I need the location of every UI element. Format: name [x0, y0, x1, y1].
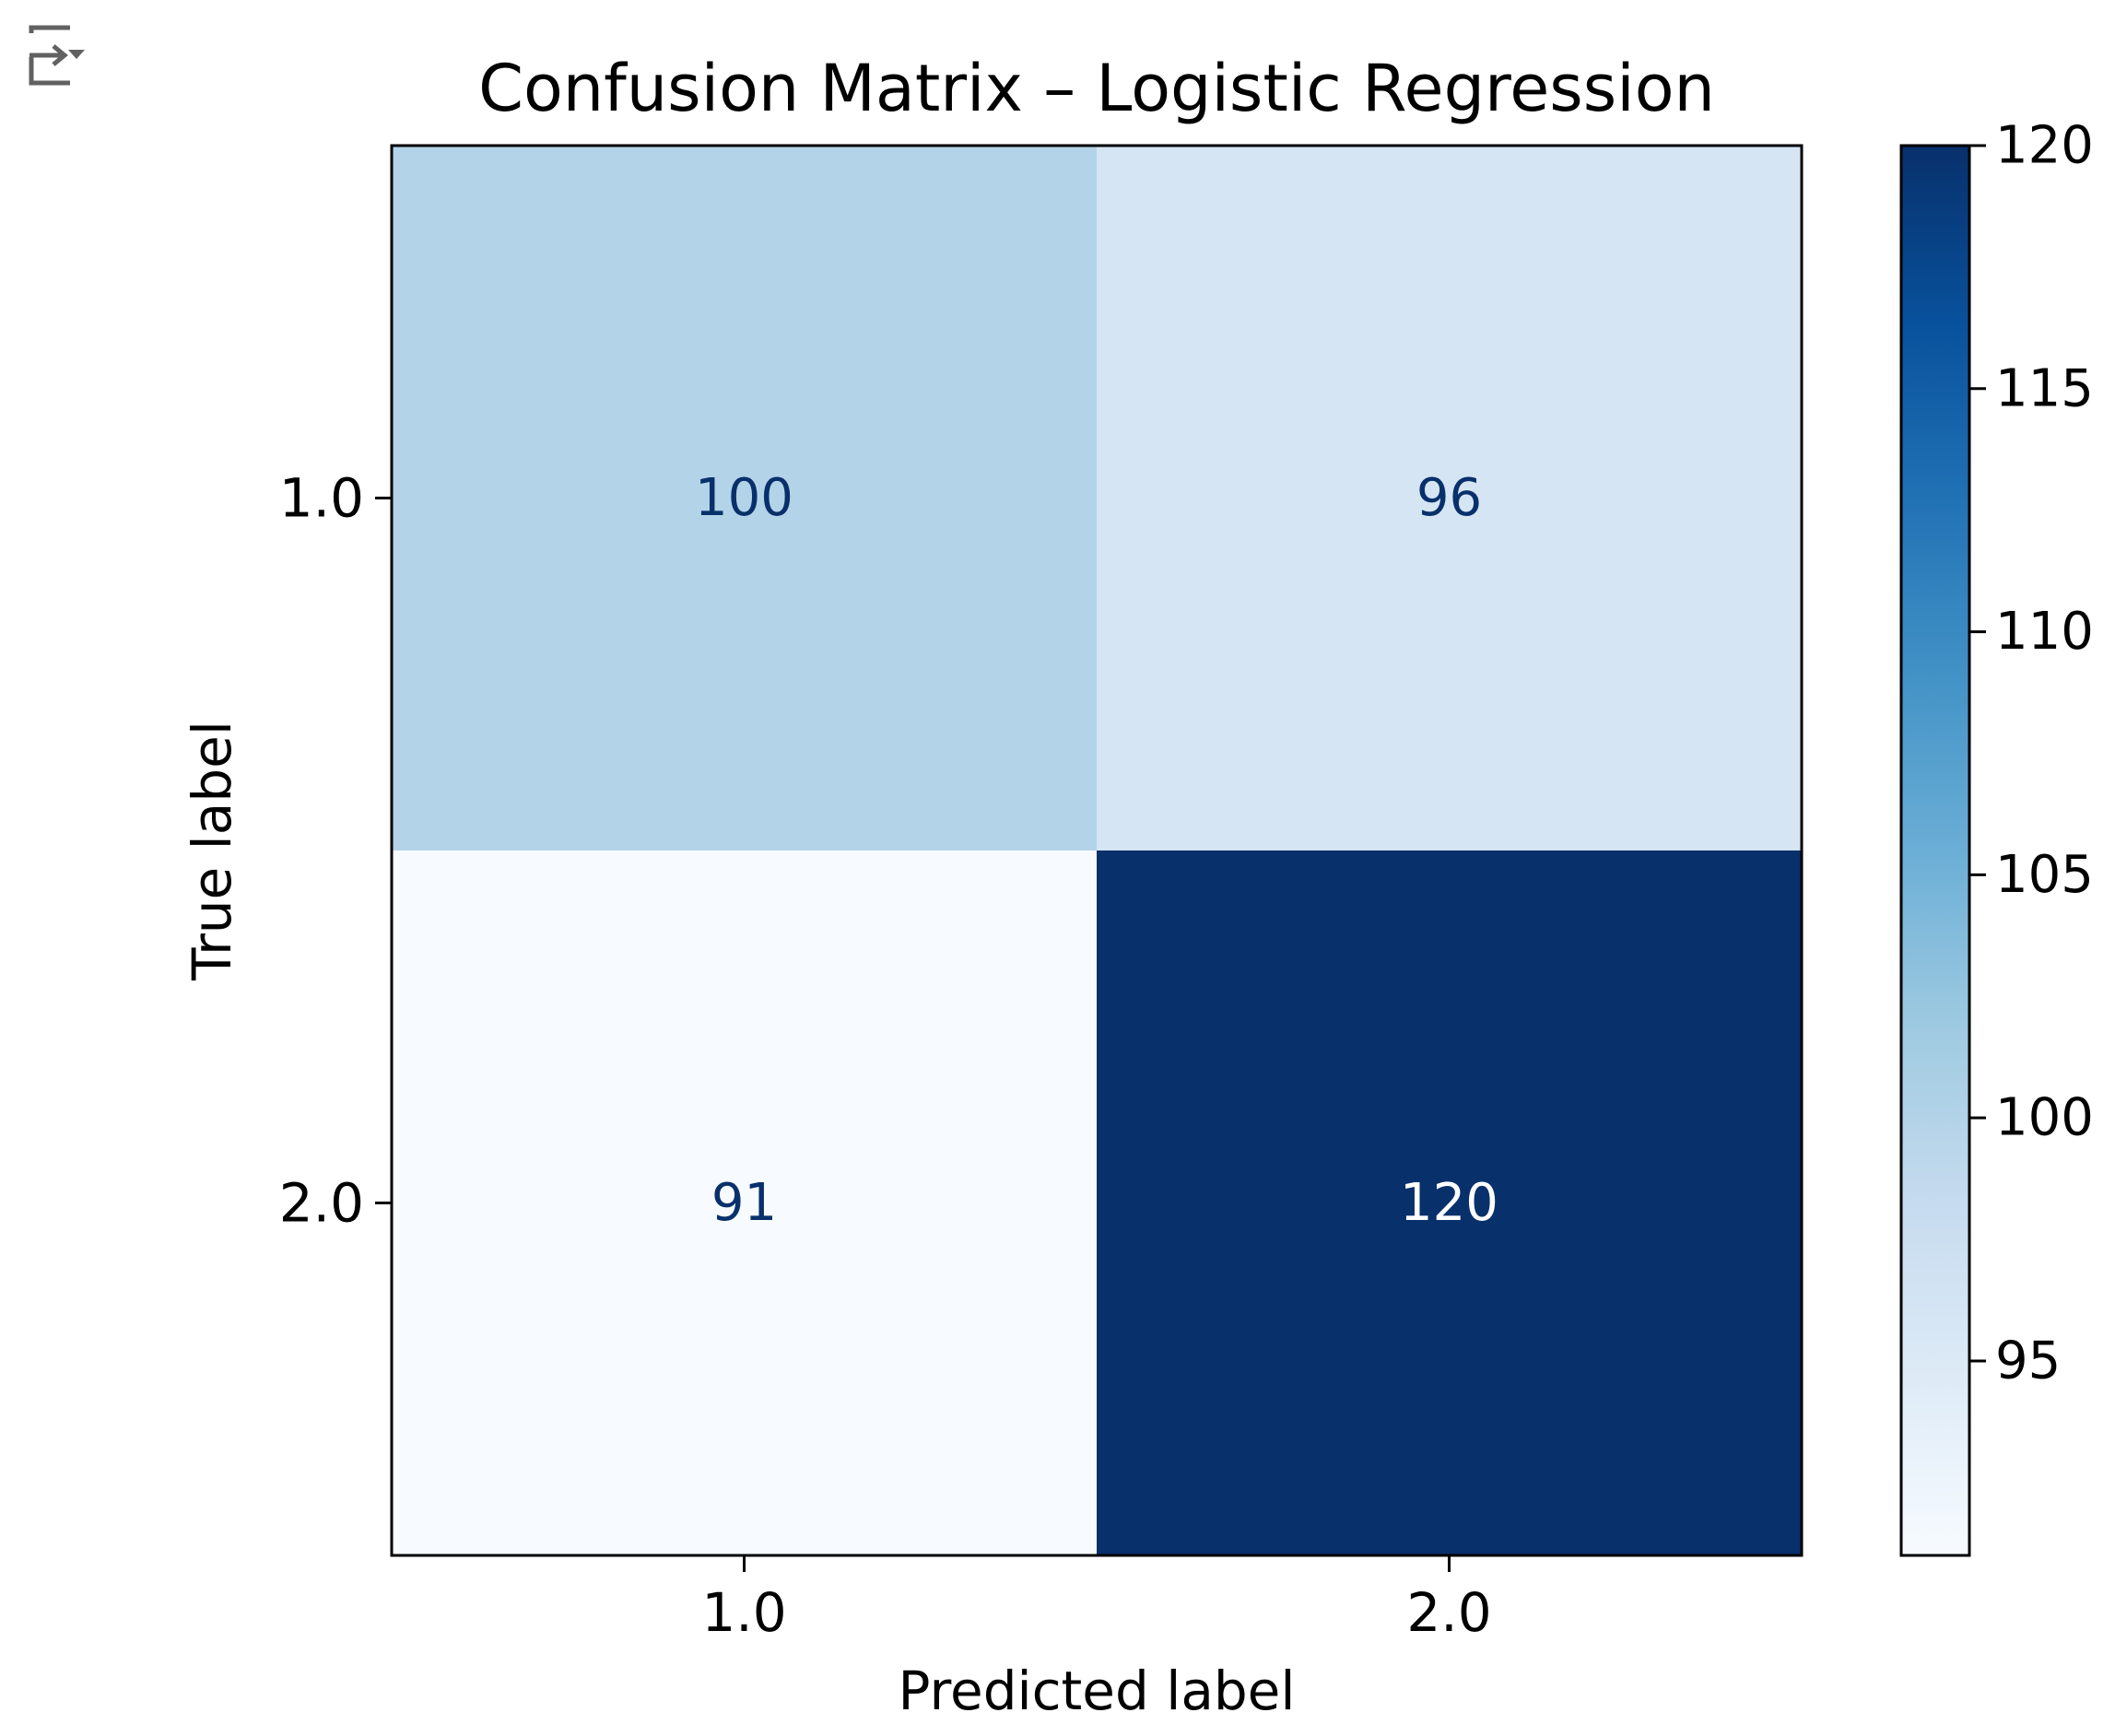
matrix-cell-2-1 [392, 850, 1097, 1555]
colorbar-tick-label: 110 [1995, 602, 2094, 662]
colorbar-tick-label: 120 [1995, 116, 2094, 176]
x-axis-label: Predicted label [899, 1660, 1296, 1722]
colorbar-tick-label: 115 [1995, 358, 2094, 418]
cell-value-label-1-2: 96 [1416, 468, 1482, 528]
plot-frame [390, 144, 1804, 1557]
x-tick-label: 1.0 [701, 1581, 786, 1644]
matrix-cell-2-2 [1097, 850, 1802, 1555]
colorbar-tick-label: 95 [1995, 1331, 2061, 1390]
colorbar-tick-label: 105 [1995, 845, 2094, 905]
matrix-cell-1-2 [1097, 146, 1802, 850]
y-tick-label: 1.0 [279, 467, 364, 530]
cell-value-label-1-1: 100 [695, 468, 793, 528]
output-collapse-icon[interactable] [29, 25, 85, 86]
colorbar [1899, 144, 1971, 1557]
matrix-cell-1-1 [392, 146, 1097, 850]
y-axis-label: True label [181, 721, 243, 981]
x-tick-label: 2.0 [1406, 1581, 1491, 1644]
cell-value-label-2-1: 91 [711, 1173, 777, 1233]
y-tick-label: 2.0 [279, 1172, 364, 1235]
cell-value-label-2-2: 120 [1400, 1173, 1498, 1233]
colorbar-tick-label: 100 [1995, 1088, 2094, 1148]
chart-title: Confusion Matrix – Logistic Regression [478, 51, 1715, 126]
